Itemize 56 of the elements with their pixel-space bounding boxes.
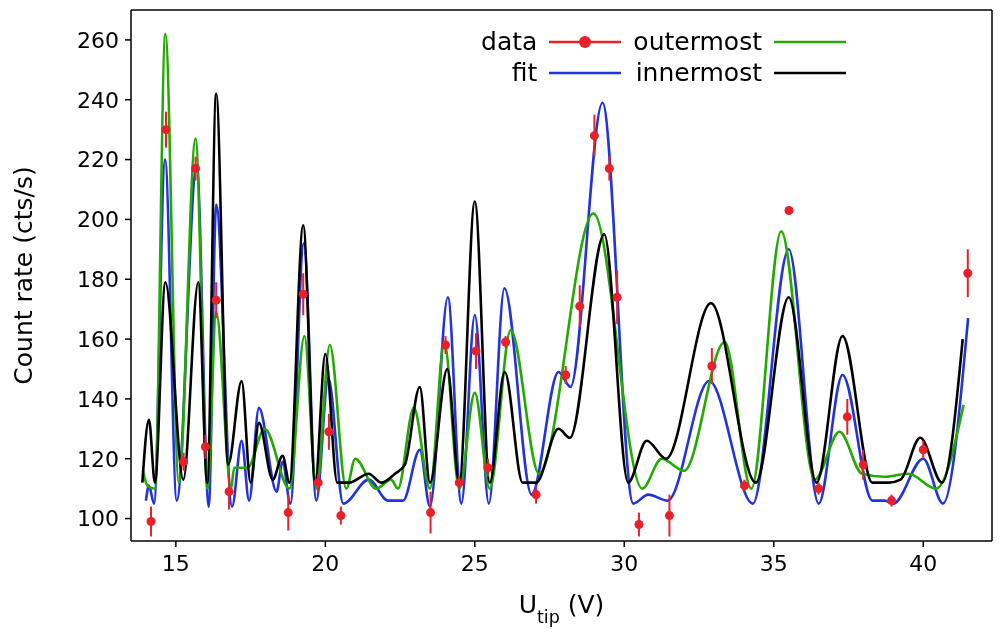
point bbox=[739, 481, 749, 491]
legend-label: data bbox=[481, 26, 538, 57]
legend-label: outermost bbox=[633, 26, 762, 57]
point bbox=[589, 131, 599, 141]
x-tick-label: 25 bbox=[460, 550, 489, 576]
point bbox=[612, 292, 622, 302]
point bbox=[161, 125, 171, 135]
point bbox=[483, 463, 493, 473]
point bbox=[191, 164, 201, 174]
y-tick-label: 240 bbox=[77, 87, 119, 113]
y-tick-label: 100 bbox=[77, 506, 119, 532]
y-tick-label: 120 bbox=[77, 446, 119, 472]
x-tick-label: 40 bbox=[909, 550, 938, 576]
point bbox=[604, 164, 614, 174]
y-tick-label: 220 bbox=[77, 147, 119, 173]
x-tick-label: 20 bbox=[311, 550, 340, 576]
point bbox=[501, 337, 511, 347]
point bbox=[664, 511, 674, 521]
point bbox=[842, 412, 852, 422]
legend-label: innermost bbox=[634, 57, 762, 88]
point bbox=[814, 484, 824, 494]
point bbox=[313, 478, 323, 488]
point bbox=[200, 442, 210, 452]
y-tick-label: 260 bbox=[77, 27, 119, 53]
point bbox=[426, 508, 436, 518]
point bbox=[454, 478, 464, 488]
point bbox=[211, 295, 221, 305]
point bbox=[471, 346, 481, 356]
point bbox=[963, 268, 973, 278]
point bbox=[146, 517, 156, 527]
point bbox=[324, 427, 334, 437]
x-tick-label: 15 bbox=[161, 550, 190, 576]
point bbox=[561, 370, 571, 380]
x-tick-label: 30 bbox=[610, 550, 639, 576]
point bbox=[298, 289, 308, 299]
point bbox=[858, 460, 868, 470]
y-tick-label: 180 bbox=[77, 267, 119, 293]
y-axis-title: Count rate (cts/s) bbox=[9, 166, 38, 385]
point bbox=[887, 496, 897, 506]
x-axis-title: U$_{tip}$ (V) bbox=[518, 590, 605, 627]
point bbox=[784, 205, 794, 215]
point bbox=[918, 445, 928, 455]
point bbox=[707, 361, 717, 371]
point bbox=[283, 508, 293, 518]
x-tick-label: 35 bbox=[759, 550, 788, 576]
point bbox=[440, 340, 451, 350]
y-tick-label: 140 bbox=[77, 386, 119, 412]
point bbox=[336, 511, 346, 521]
point bbox=[634, 520, 644, 530]
legend-label: fit bbox=[510, 57, 538, 88]
point bbox=[224, 487, 234, 497]
y-tick-label: 160 bbox=[77, 326, 119, 352]
point bbox=[179, 457, 189, 467]
point bbox=[531, 490, 541, 500]
point bbox=[575, 301, 585, 311]
y-tick-label: 200 bbox=[77, 207, 119, 233]
